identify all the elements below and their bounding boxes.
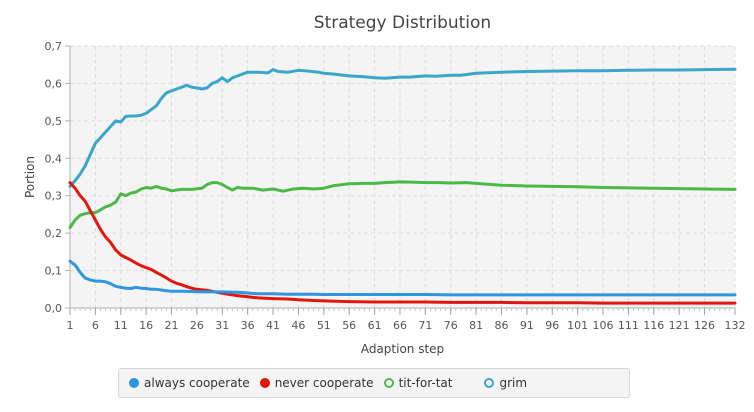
legend-item: tit-for-tat: [383, 376, 453, 390]
x-tick-label: 36: [241, 319, 255, 332]
x-tick-label: 41: [266, 319, 280, 332]
x-tick-label: 51: [317, 319, 331, 332]
x-tick-label: 106: [593, 319, 614, 332]
x-tick-label: 91: [520, 319, 534, 332]
legend-swatch: [383, 378, 394, 388]
y-tick-label: 0,2: [45, 227, 63, 240]
x-tick-label: 101: [567, 319, 588, 332]
x-tick-label: 16: [139, 319, 153, 332]
legend-item: always cooperate: [129, 376, 250, 390]
x-tick-label: 116: [643, 319, 664, 332]
x-tick-label: 1: [67, 319, 74, 332]
legend-label: grim: [499, 376, 528, 390]
x-tick-label: 46: [291, 319, 305, 332]
y-axis-label: Portion: [23, 156, 37, 198]
x-axis-label: Adaption step: [361, 342, 444, 356]
x-tick-label: 31: [215, 319, 229, 332]
x-tick-label: 6: [92, 319, 99, 332]
x-tick-label: 11: [114, 319, 128, 332]
y-tick-label: 0,6: [45, 77, 63, 90]
y-tick-label: 0,3: [45, 190, 63, 203]
x-tick-label: 81: [469, 319, 483, 332]
legend-swatch: [484, 378, 495, 388]
chart-title: Strategy Distribution: [314, 13, 491, 33]
grid: [70, 45, 736, 308]
y-tick-label: 0,0: [45, 302, 63, 315]
x-tick-label: 21: [165, 319, 179, 332]
x-tick-label: 132: [725, 319, 746, 332]
x-tick-label: 26: [190, 319, 204, 332]
legend-item: grim: [484, 376, 527, 390]
legend-label: always cooperate: [144, 376, 250, 390]
legend-swatch: [129, 378, 139, 388]
x-tick-label: 76: [444, 319, 458, 332]
x-tick-label: 121: [669, 319, 690, 332]
legend: always cooperate never cooperate tit-for-t…: [118, 368, 630, 398]
series-line-grim: [68, 67, 737, 188]
x-tick-label: 96: [545, 319, 559, 332]
x-tick-label: 126: [694, 319, 715, 332]
legend-swatch: [259, 378, 270, 388]
x-tick-label: 111: [618, 319, 639, 332]
series-line-always-cooperate: [68, 259, 737, 297]
x-tick-label: 61: [368, 319, 382, 332]
x-tick-label: 66: [393, 319, 407, 332]
y-tick-label: 0,5: [45, 115, 63, 128]
plot-area: [70, 46, 735, 308]
x-tick-label: 86: [494, 319, 508, 332]
x-tick-label: 56: [342, 319, 356, 332]
legend-label: tit-for-tat: [398, 376, 453, 390]
y-tick-label: 0,4: [45, 152, 63, 165]
y-tick-label: 0,1: [45, 265, 63, 278]
x-tick-label: 71: [418, 319, 432, 332]
legend-label: never cooperate: [274, 376, 374, 390]
series-line-tit-for-tat: [68, 180, 737, 229]
y-tick-label: 0,7: [45, 40, 63, 53]
legend-item: never cooperate: [259, 376, 374, 390]
